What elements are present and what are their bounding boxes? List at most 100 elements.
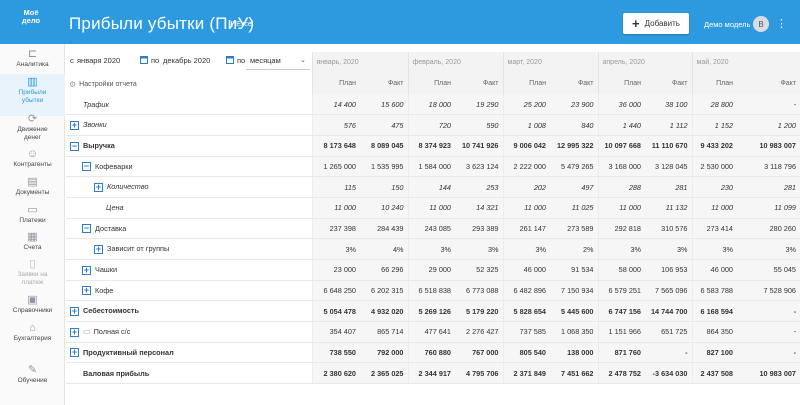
- model-selector[interactable]: Демо модель: [704, 20, 751, 29]
- plan-cell[interactable]: 8 173 648: [311, 135, 360, 157]
- plan-cell[interactable]: 2 371 849: [502, 362, 550, 384]
- plan-cell[interactable]: 273 414: [691, 218, 737, 239]
- plan-cell[interactable]: 2 437 508: [691, 362, 737, 384]
- fact-cell[interactable]: 7 565 096: [645, 280, 692, 301]
- plan-cell[interactable]: 720: [407, 114, 455, 136]
- fact-cell[interactable]: 1 535 995: [360, 156, 408, 177]
- fact-cell[interactable]: 6 773 088: [455, 280, 503, 301]
- plan-cell[interactable]: 576: [311, 114, 360, 136]
- sidebar-item-payments[interactable]: ▭ Платежи: [0, 204, 65, 225]
- fact-cell[interactable]: 11 132: [645, 197, 692, 219]
- plan-cell[interactable]: 9 433 202: [691, 135, 737, 157]
- plan-cell[interactable]: 11 000: [502, 197, 550, 219]
- plan-cell[interactable]: 10 097 668: [597, 135, 645, 157]
- fact-cell[interactable]: 10 983 007: [737, 362, 800, 384]
- plan-cell[interactable]: 11 000: [597, 197, 645, 219]
- plan-cell[interactable]: 292 818: [597, 218, 645, 239]
- fact-cell[interactable]: 3 128 045: [645, 156, 692, 177]
- sidebar-item-invoices[interactable]: ▦ Счета: [0, 231, 65, 252]
- sidebar-item-analytics[interactable]: ⊏ Аналитика: [0, 48, 65, 69]
- sidebar-item-documents[interactable]: ▤ Документы: [0, 176, 65, 197]
- fact-cell[interactable]: 11 025: [550, 197, 598, 219]
- fact-cell[interactable]: 106 953: [645, 259, 692, 281]
- plan-cell[interactable]: 5 054 478: [311, 300, 360, 322]
- fact-cell[interactable]: 280 260: [737, 218, 800, 239]
- plan-cell[interactable]: 3%: [407, 238, 455, 260]
- plan-cell[interactable]: 25 200: [502, 94, 550, 115]
- sidebar-item-payment-requests[interactable]: ▯ Заявки на платеж: [0, 258, 65, 286]
- fact-cell[interactable]: 5 479 265: [550, 156, 598, 177]
- add-button[interactable]: + Добавить: [623, 13, 689, 34]
- plan-cell[interactable]: 6 648 250: [311, 280, 360, 301]
- plan-cell[interactable]: 28 800: [691, 94, 737, 115]
- fact-cell[interactable]: 6 202 315: [360, 280, 408, 301]
- plan-cell[interactable]: 261 147: [502, 218, 550, 239]
- plan-cell[interactable]: 6 583 788: [691, 280, 737, 301]
- fact-cell[interactable]: 2%: [550, 238, 598, 260]
- fact-cell[interactable]: 3%: [737, 238, 800, 260]
- fact-cell[interactable]: 281: [737, 176, 800, 198]
- plan-cell[interactable]: 23 000: [311, 259, 360, 281]
- plan-cell[interactable]: 3%: [502, 238, 550, 260]
- fact-cell[interactable]: 19 290: [455, 94, 503, 115]
- fact-cell[interactable]: 792 000: [360, 342, 408, 363]
- fact-cell[interactable]: 3 118 796: [737, 156, 800, 177]
- sidebar-item-cash-flow[interactable]: ⟳ Движение денег: [0, 113, 65, 141]
- fact-cell[interactable]: 2 276 427: [455, 321, 503, 343]
- fact-cell[interactable]: 10 741 926: [455, 135, 503, 157]
- calendar-icon[interactable]: [140, 55, 148, 64]
- collapse-icon[interactable]: −: [82, 161, 91, 172]
- fact-cell[interactable]: 497: [550, 176, 598, 198]
- fact-cell[interactable]: 840: [550, 114, 598, 136]
- fact-cell[interactable]: 4 795 706: [455, 362, 503, 384]
- fact-cell[interactable]: 2 365 025: [360, 362, 408, 384]
- fact-cell[interactable]: 3%: [645, 238, 692, 260]
- expand-icon[interactable]: +: [70, 326, 79, 337]
- fact-cell[interactable]: 15 600: [360, 94, 408, 115]
- sidebar-item-profit-loss[interactable]: ▥ Прибыли убытки: [0, 76, 65, 104]
- plan-cell[interactable]: 11 000: [407, 197, 455, 219]
- plan-cell[interactable]: 8 374 923: [407, 135, 455, 157]
- fact-cell[interactable]: 66 296: [360, 259, 408, 281]
- fact-cell[interactable]: 4 932 020: [360, 300, 408, 322]
- plan-cell[interactable]: 1 584 000: [407, 156, 455, 177]
- plan-cell[interactable]: 477 641: [407, 321, 455, 343]
- sidebar-item-counterparties[interactable]: ☺ Контрагенты: [0, 148, 65, 169]
- plan-cell[interactable]: 36 000: [597, 94, 645, 115]
- report-settings-link[interactable]: ⚙ Настройки отчета: [69, 80, 137, 89]
- plan-cell[interactable]: 230: [691, 176, 737, 198]
- plan-cell[interactable]: 3%: [311, 238, 360, 260]
- plan-cell[interactable]: 760 880: [407, 342, 455, 363]
- plan-cell[interactable]: 1 265 000: [311, 156, 360, 177]
- plan-cell[interactable]: 2 344 917: [407, 362, 455, 384]
- fact-cell[interactable]: 310 576: [645, 218, 692, 239]
- fact-cell[interactable]: 253: [455, 176, 503, 198]
- grouping-select[interactable]: месяцам: [250, 56, 281, 65]
- fact-cell[interactable]: 91 534: [550, 259, 598, 281]
- plan-cell[interactable]: 1 008: [502, 114, 550, 136]
- fact-cell[interactable]: 7 150 934: [550, 280, 598, 301]
- fact-cell[interactable]: 10 240: [360, 197, 408, 219]
- plan-cell[interactable]: 11 000: [691, 197, 737, 219]
- fact-cell[interactable]: 150: [360, 176, 408, 198]
- fact-cell[interactable]: 55 045: [737, 259, 800, 281]
- plan-cell[interactable]: 6 482 896: [502, 280, 550, 301]
- plan-cell[interactable]: 202: [502, 176, 550, 198]
- plan-cell[interactable]: 1 152: [691, 114, 737, 136]
- plan-cell[interactable]: 46 000: [691, 259, 737, 281]
- fact-cell[interactable]: 8 089 045: [360, 135, 408, 157]
- fact-cell[interactable]: 281: [645, 176, 692, 198]
- plan-cell[interactable]: 1 151 966: [597, 321, 645, 343]
- plan-cell[interactable]: 6 579 251: [597, 280, 645, 301]
- plan-cell[interactable]: 46 000: [502, 259, 550, 281]
- fact-cell[interactable]: 590: [455, 114, 503, 136]
- fact-cell[interactable]: 3 623 124: [455, 156, 503, 177]
- plan-cell[interactable]: 18 000: [407, 94, 455, 115]
- from-date-field[interactable]: января 2020: [77, 56, 121, 65]
- expand-icon[interactable]: +: [70, 119, 79, 130]
- fact-cell[interactable]: 5 445 600: [550, 300, 598, 322]
- expand-icon[interactable]: +: [70, 347, 79, 358]
- expand-icon[interactable]: +: [70, 306, 79, 316]
- fact-cell[interactable]: 7 528 906: [737, 280, 800, 301]
- expand-icon[interactable]: +: [94, 181, 103, 192]
